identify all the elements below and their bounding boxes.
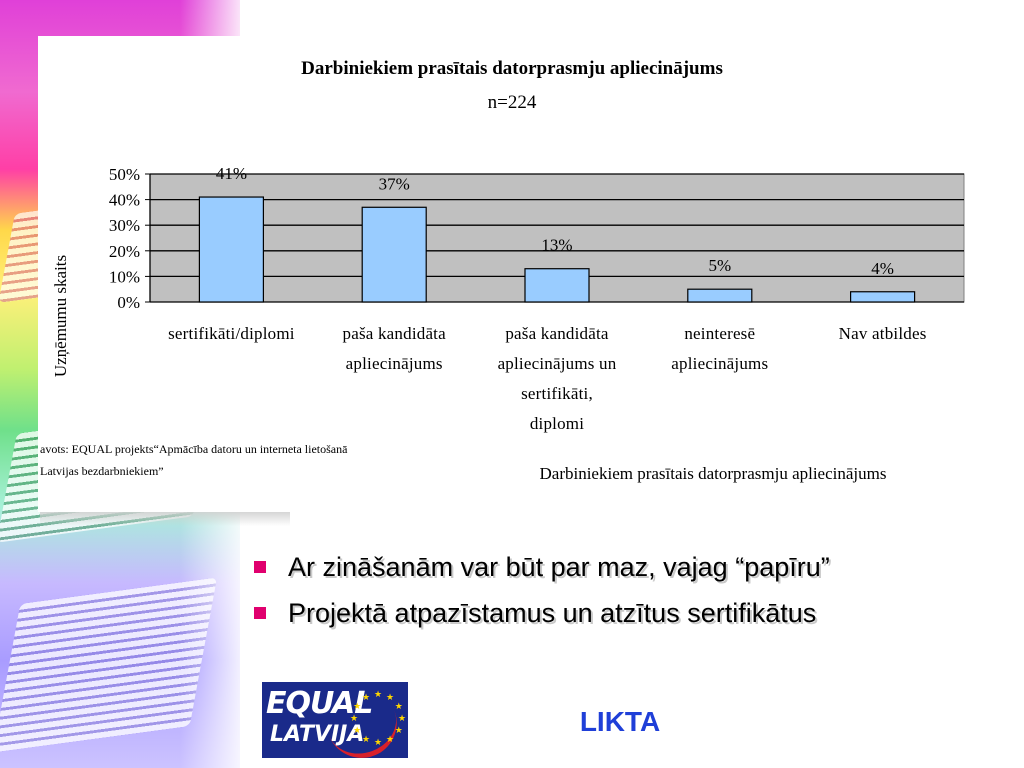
brand-name: LIKTA [579,706,661,737]
data-label: 13% [541,236,572,255]
category-label: sertifikāti/diplomi [156,319,306,349]
chart-card: Darbiniekiem prasītais datorprasmju apli… [38,36,986,512]
bullet-item: Projektā atpazīstamus un atzītus sertifi… [254,590,830,636]
chart-title: Darbiniekiem prasītais datorprasmju apli… [301,58,723,79]
star-icon: ★ [395,725,403,735]
star-icon: ★ [362,692,370,702]
data-label: 41% [216,164,247,183]
logo-sub-text: LATVIJA [270,722,365,747]
bar [687,288,753,303]
bar [524,268,590,303]
star-icon: ★ [362,734,370,744]
category-label-line: sertifikāti, [521,384,593,403]
star-icon: ★ [374,737,382,747]
star-icon: ★ [395,701,403,711]
star-icon: ★ [398,713,406,723]
category-label: Nav atbildes [808,319,958,349]
bullet-text: Ar zināšanām var būt par maz, vajag “pap… [288,552,830,582]
y-tick-label: 0% [117,293,140,312]
source-line-2: Latvijas bezdarbniekiem” [40,464,164,478]
star-icon: ★ [350,713,358,723]
category-label-line: neinteresē [684,324,756,343]
square-bullet-icon [254,607,266,619]
bar [849,291,916,303]
chart-subtitle: n=224 [487,92,537,113]
y-tick-label: 50% [109,165,140,184]
y-tick-label: 10% [109,267,140,286]
star-icon: ★ [386,734,394,744]
source-note: avots: EQUAL projekts“Apmācība datoru un… [40,438,410,482]
category-label-line: Nav atbildes [838,324,927,343]
category-label-line: apliecinājums un [497,354,617,373]
category-label-line: diplomi [529,414,585,433]
logo-main-text: EQUAL [266,686,373,721]
category-label: paša kandidāta apliecinājums [319,319,469,379]
bar [361,206,427,303]
category-label-line: paša kandidāta [505,324,609,343]
y-tick-label: 40% [109,191,140,210]
star-icon: ★ [374,689,382,699]
bar-chart: 0% 10% 20% 30% 40% 50% 41% 37% 13% 5% 4% [109,164,965,312]
x-axis-label: Darbiniekiem prasītais datorprasmju apli… [539,464,887,483]
star-icon: ★ [386,692,394,702]
star-icon: ★ [353,701,361,711]
bullet-item: Ar zināšanām var būt par maz, vajag “pap… [254,544,830,590]
category-label: neinteresē apliecinājums [645,319,795,379]
eu-stars-icon: ★★★★★★★★★ ★ ★★ [350,689,406,747]
data-label: 5% [708,256,731,275]
category-label-line: apliecinājums [671,354,769,373]
category-label-line: apliecinājums [345,354,443,373]
source-line-1: avots: EQUAL projekts“Apmācība datoru un… [40,442,348,456]
equal-latvija-logo: EQUAL LATVIJA ★ ★ ★ ★ ★ ★ ★ ★ ★ ★ ★ ★ [262,682,408,758]
bar [198,196,264,303]
bullet-text: Projektā atpazīstamus un atzītus sertifi… [288,598,817,628]
star-icon: ★ [353,725,361,735]
category-label-line: sertifikāti/diplomi [168,324,295,343]
data-label: 37% [379,174,410,193]
bullet-list: Ar zināšanām var būt par maz, vajag “pap… [254,544,830,636]
y-tick-label: 30% [109,216,140,235]
y-tick-label: 20% [109,242,140,261]
category-label: paša kandidāta apliecinājums un sertifikāt… [482,319,632,439]
data-label: 4% [871,259,894,278]
category-label-line: paša kandidāta [342,324,446,343]
square-bullet-icon [254,561,266,573]
card-shadow [40,510,290,526]
